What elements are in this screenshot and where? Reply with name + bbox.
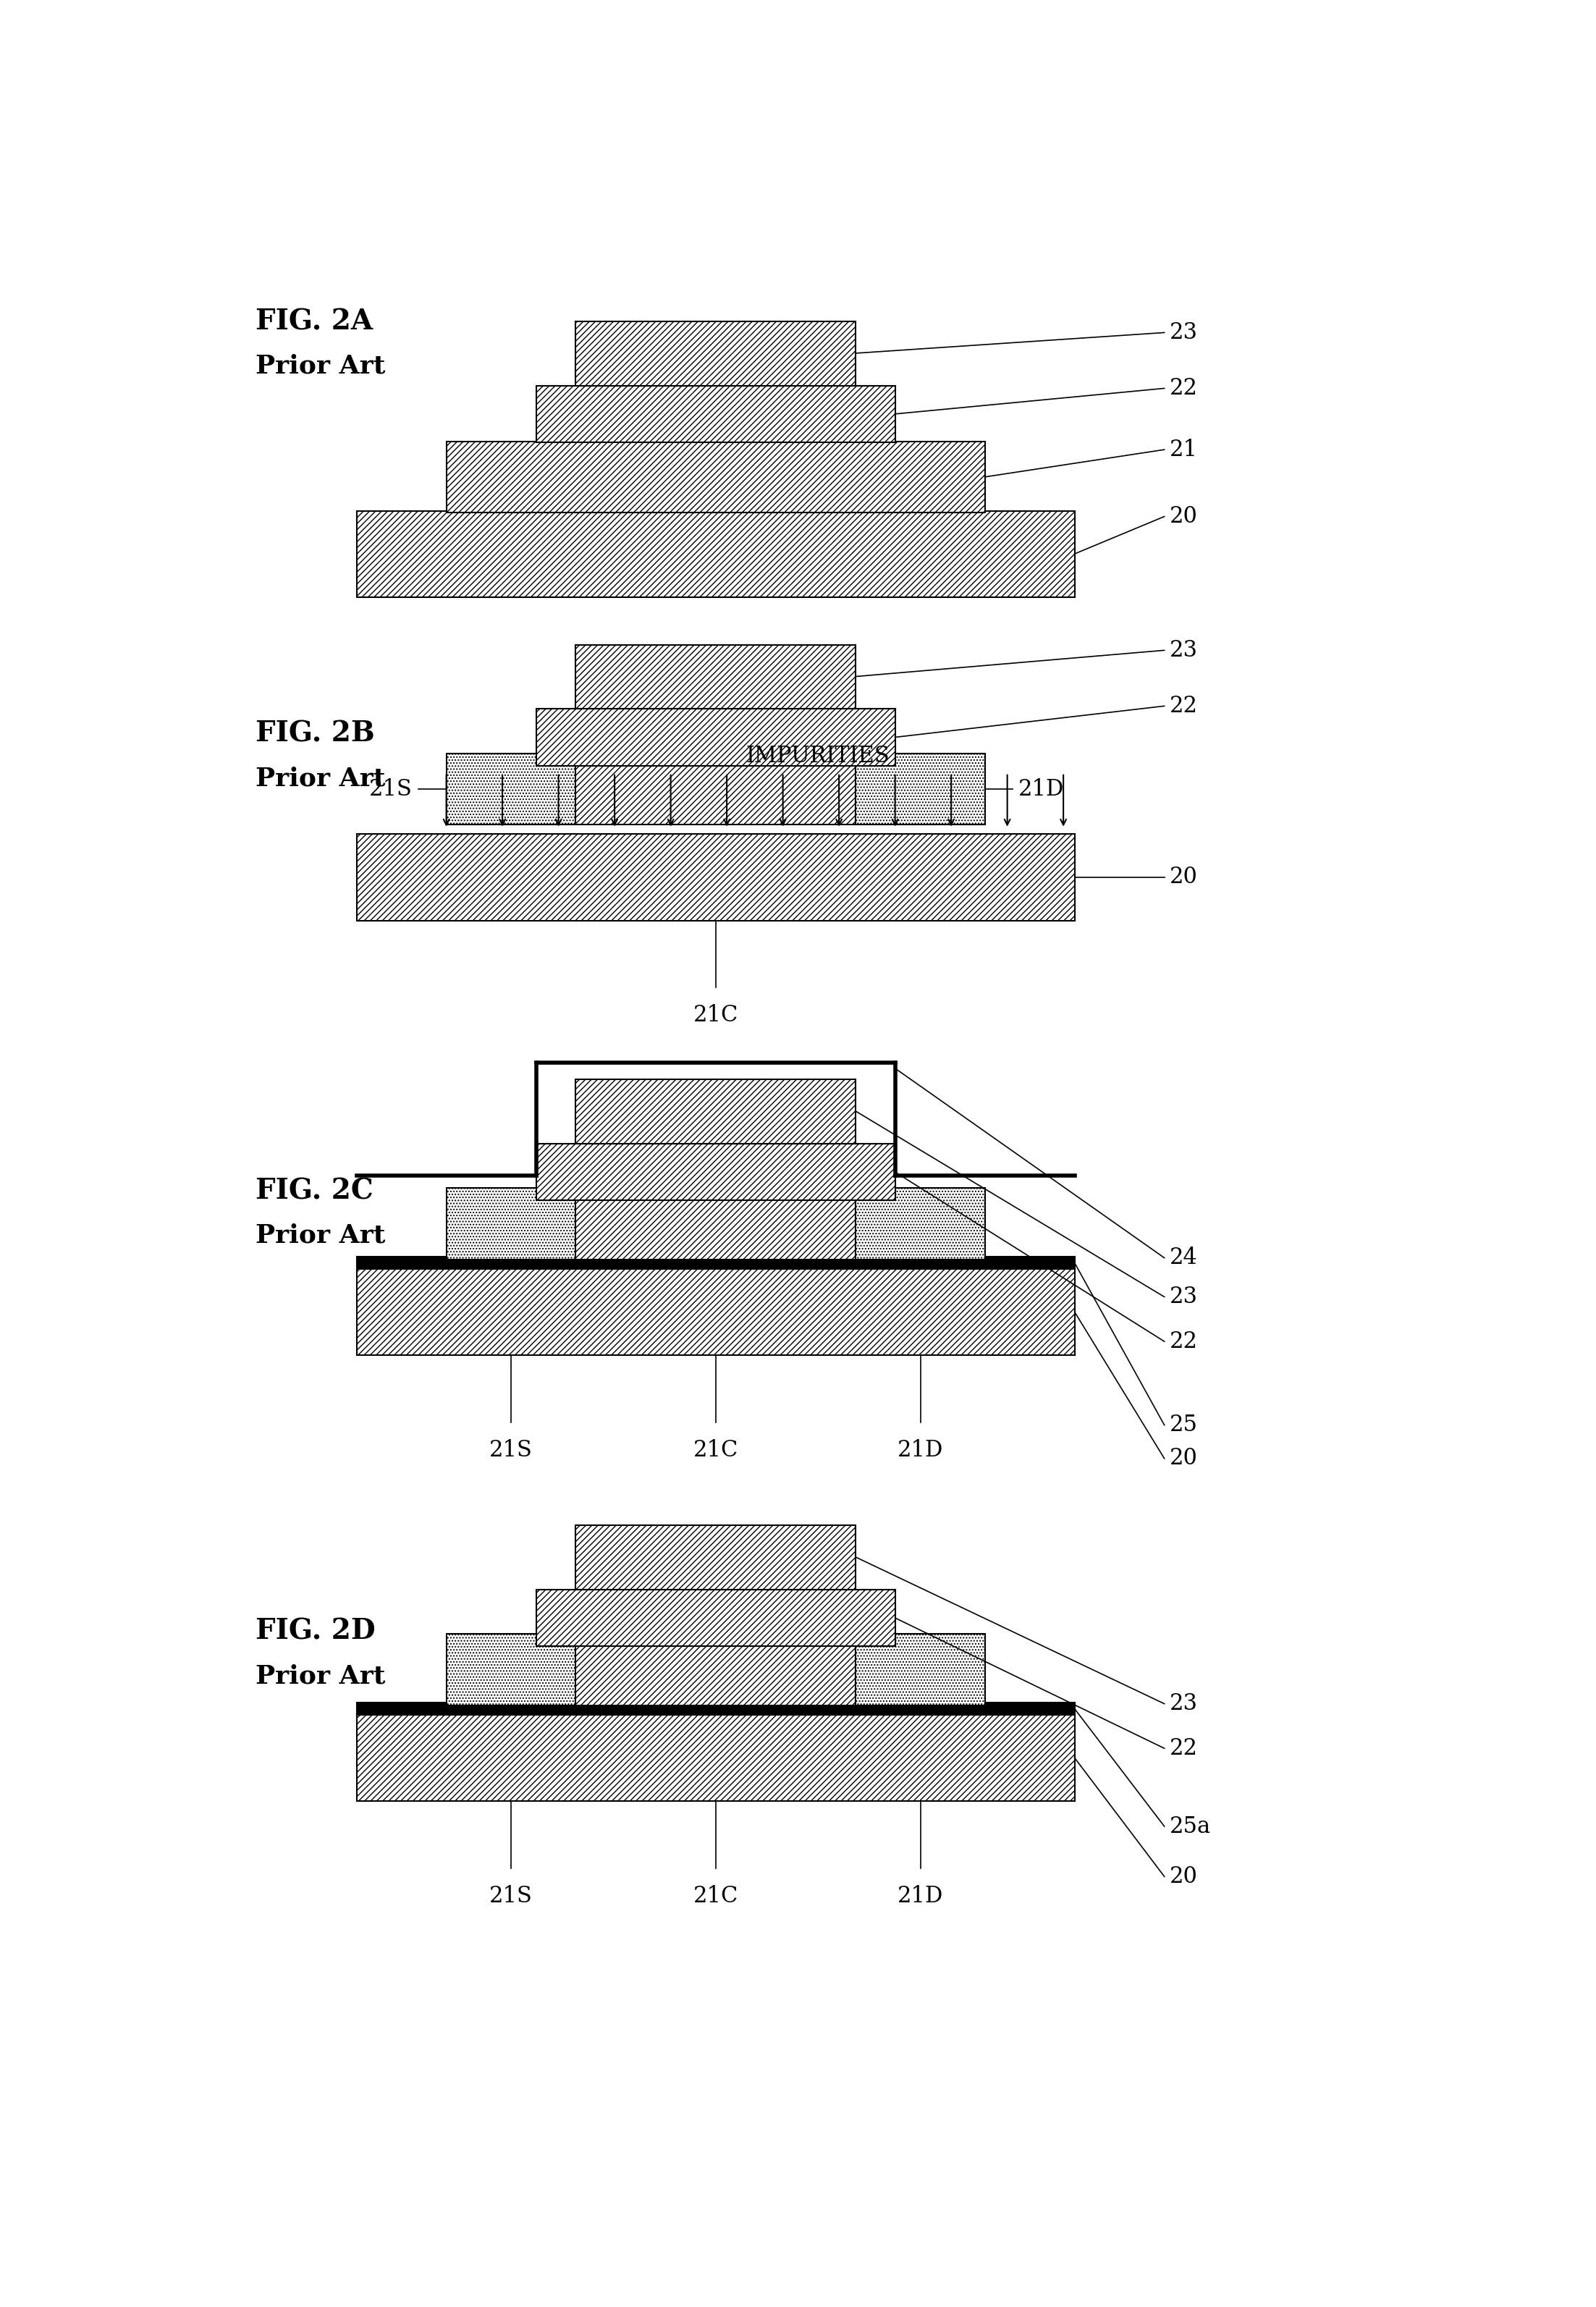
Bar [855,1188,985,1260]
Text: 21: 21 [1170,438,1199,461]
Bar [536,1590,895,1647]
Text: 22: 22 [1170,1737,1199,1760]
Bar [447,1188,575,1260]
Bar [575,1633,855,1705]
Bar [575,644,855,708]
Text: 21D: 21D [897,1440,943,1460]
Text: 20: 20 [1170,505,1199,528]
Text: 25: 25 [1170,1414,1199,1437]
Bar [447,441,985,512]
Bar [356,1257,1074,1269]
Bar [356,1714,1074,1802]
Text: 20: 20 [1170,1866,1199,1887]
Text: FIG. 2A: FIG. 2A [255,307,373,335]
Text: 23: 23 [1170,1693,1199,1714]
Text: 20: 20 [1170,1446,1199,1470]
Bar [575,754,855,824]
Text: 21S: 21S [369,777,413,801]
Text: 22: 22 [1170,694,1199,717]
Bar [536,1144,895,1200]
Text: 21C: 21C [693,1440,737,1460]
Bar [447,754,575,824]
Bar [575,321,855,385]
Text: 25a: 25a [1170,1816,1211,1839]
Bar [575,1080,855,1144]
Text: 21C: 21C [693,1885,737,1908]
Text: FIG. 2D: FIG. 2D [255,1617,375,1645]
Text: FIG. 2B: FIG. 2B [255,720,375,747]
Bar [575,1525,855,1590]
Bar [575,1188,855,1260]
Text: IMPURITIES: IMPURITIES [745,745,889,768]
Bar [855,1633,985,1705]
Text: Prior Art: Prior Art [255,766,385,791]
Text: 21S: 21S [488,1440,533,1460]
Bar [356,835,1074,920]
Text: 23: 23 [1170,321,1199,344]
Text: Prior Art: Prior Art [255,353,385,378]
Bar [536,385,895,443]
Bar [855,754,985,824]
Text: 21S: 21S [488,1885,533,1908]
Text: FIG. 2C: FIG. 2C [255,1177,373,1204]
Bar [447,1633,575,1705]
Text: 21D: 21D [1018,777,1065,801]
Text: 23: 23 [1170,639,1199,662]
Bar [356,1269,1074,1357]
Text: Prior Art: Prior Art [255,1663,385,1689]
Text: 22: 22 [1170,376,1199,399]
Text: 21D: 21D [897,1885,943,1908]
Text: 21C: 21C [693,1004,737,1027]
Bar [356,1703,1074,1714]
Text: 24: 24 [1170,1246,1199,1269]
Text: 22: 22 [1170,1331,1199,1352]
Text: 23: 23 [1170,1285,1199,1308]
Text: Prior Art: Prior Art [255,1223,385,1248]
Bar [536,708,895,766]
Bar [356,510,1074,598]
Text: 20: 20 [1170,865,1199,888]
